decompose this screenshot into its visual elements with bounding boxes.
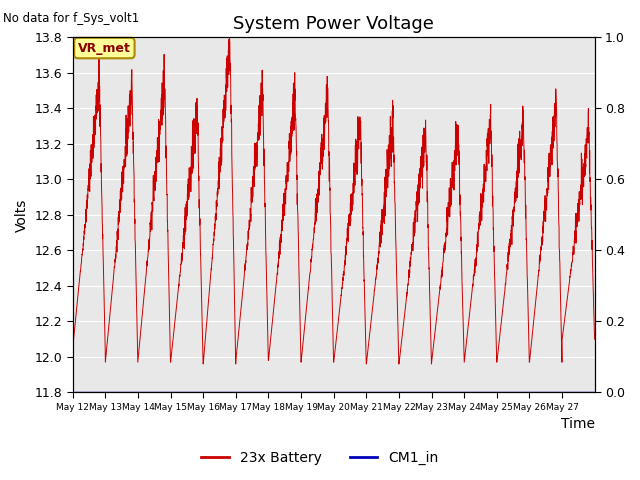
Title: System Power Voltage: System Power Voltage	[233, 15, 434, 33]
Text: No data for f_Sys_volt1: No data for f_Sys_volt1	[3, 12, 140, 25]
X-axis label: Time: Time	[561, 418, 595, 432]
Y-axis label: Volts: Volts	[15, 198, 29, 231]
Text: VR_met: VR_met	[78, 42, 131, 55]
Legend: 23x Battery, CM1_in: 23x Battery, CM1_in	[196, 445, 444, 471]
